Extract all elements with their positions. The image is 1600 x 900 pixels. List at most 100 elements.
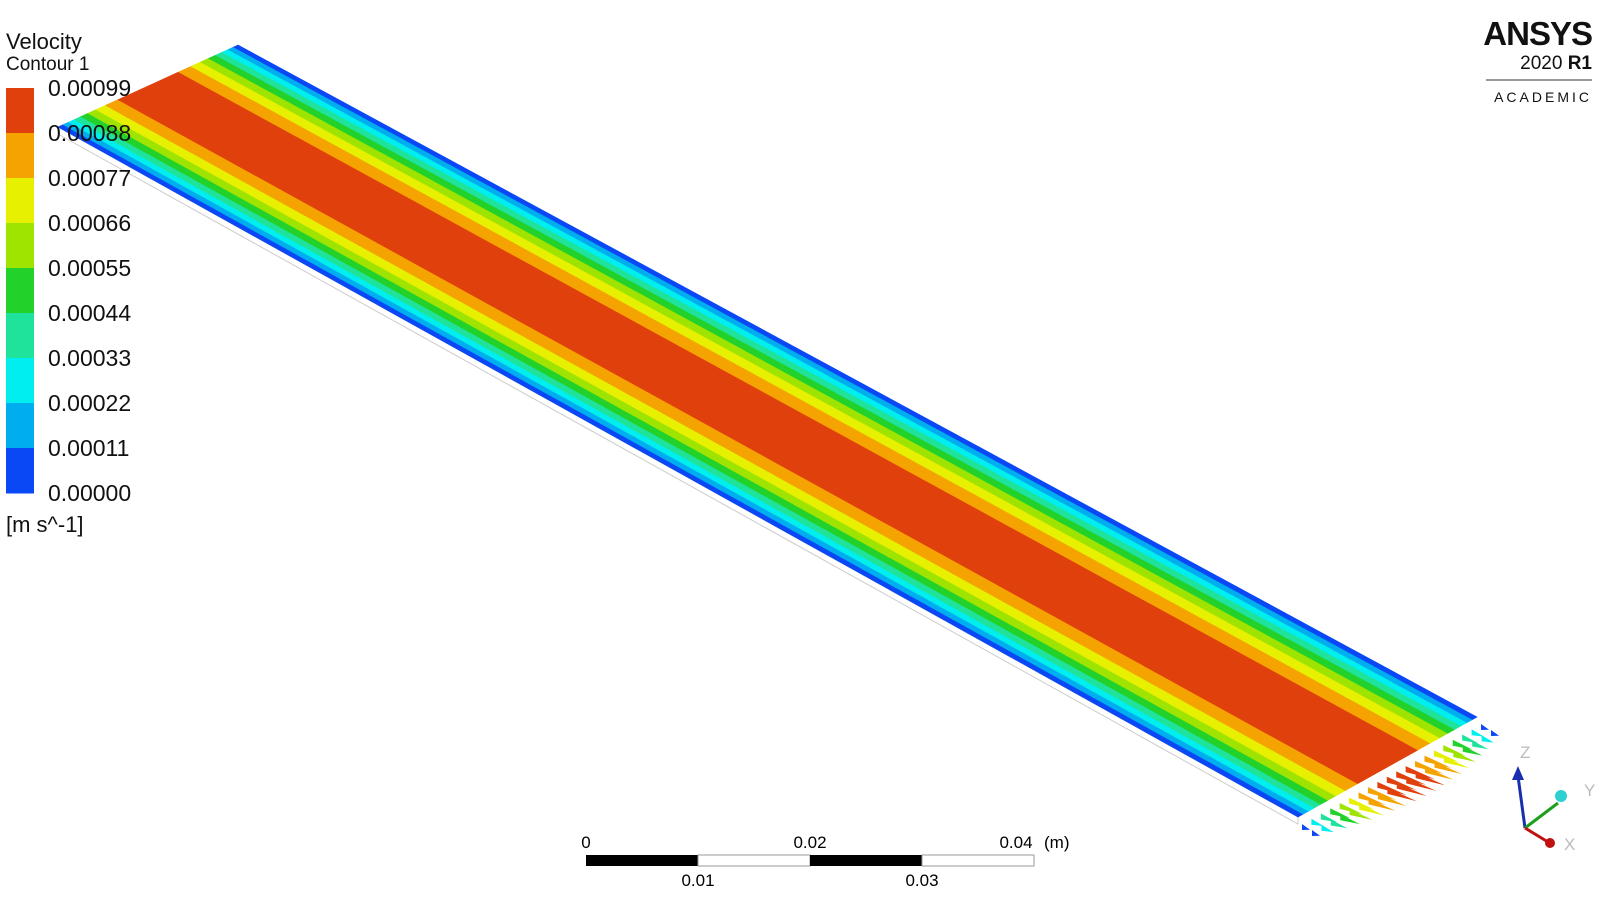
logo-edition: ACADEMIC: [1494, 89, 1592, 105]
legend-swatch: [6, 223, 34, 269]
velocity-arrow: [1386, 776, 1417, 791]
logo-year: 2020: [1520, 53, 1562, 74]
velocity-arrow: [1471, 729, 1484, 737]
velocity-arrow: [1368, 798, 1396, 811]
y-marker: [1555, 790, 1567, 802]
velocity-arrow: [1434, 761, 1462, 775]
contour-band: [73, 116, 1322, 809]
contour-band: [207, 55, 1455, 735]
axis-triad: Z Y X: [1512, 743, 1595, 854]
velocity-arrow: [1425, 766, 1454, 780]
velocity-arrow: [1406, 777, 1437, 791]
velocity-arrow: [1377, 781, 1407, 796]
velocity-arrow: [1349, 808, 1373, 820]
contour-band: [189, 61, 1440, 744]
scale-segment: [921, 854, 1035, 867]
legend-label: 0.00011: [48, 435, 129, 461]
velocity-arrow: [1472, 740, 1489, 750]
x-marker: [1545, 838, 1555, 848]
velocity-arrow: [1424, 755, 1452, 769]
contour-band: [80, 112, 1329, 805]
contour-band: [199, 58, 1448, 739]
velocity-arrow: [1349, 797, 1375, 810]
velocity-arrow: [1330, 808, 1350, 819]
y-axis: [1524, 801, 1559, 830]
legend-swatch: [6, 133, 34, 179]
contour-band: [104, 99, 1359, 791]
velocity-arrow: [1415, 760, 1444, 774]
contour-band: [232, 44, 1478, 721]
legend-label: 0.00066: [48, 210, 131, 236]
velocity-arrow: [1330, 819, 1348, 829]
contour-band: [67, 119, 1316, 812]
legend-title: Velocity: [6, 29, 82, 54]
contour-strip: [57, 44, 1499, 836]
legend-label: 0.00022: [48, 390, 131, 416]
velocity-arrow: [1415, 772, 1446, 786]
contour-band: [87, 109, 1337, 801]
velocity-arrow: [1452, 739, 1473, 750]
legend-subtitle: Contour 1: [6, 54, 89, 75]
velocity-arrow: [1462, 745, 1483, 756]
legend-swatch: [6, 358, 34, 404]
velocity-arrow: [1377, 793, 1407, 807]
legend-label: 0.00033: [48, 345, 131, 371]
legend-swatch: [6, 178, 34, 224]
scale-segment: [697, 854, 811, 867]
scale-segment: [810, 855, 922, 866]
logo-version: 2020 R1: [1520, 53, 1592, 74]
z-axis: [1516, 775, 1527, 829]
x-axis: [1524, 826, 1549, 844]
velocity-arrow: [1405, 766, 1436, 780]
legend-swatch: [6, 313, 34, 359]
velocity-arrow: [1491, 730, 1499, 736]
legend-swatch: [6, 448, 34, 494]
z-arrow: [1512, 766, 1524, 780]
legend-label: 0.00055: [48, 255, 131, 281]
scale-unit: (m): [1044, 833, 1069, 852]
velocity-arrow: [1462, 734, 1479, 744]
legend-label: 0.00000: [48, 480, 131, 506]
scale-label: 0.03: [905, 871, 938, 890]
y-label: Y: [1584, 781, 1595, 800]
velocity-arrow: [1359, 803, 1385, 816]
legend-swatch: [6, 268, 34, 314]
velocity-arrow: [1320, 813, 1338, 823]
legend: 0.00099 0.00088 0.00077 0.00066 0.00055 0.000…: [6, 75, 131, 506]
velocity-arrow: [1312, 830, 1320, 836]
velocity-arrow: [1481, 735, 1494, 743]
velocity-arrow: [1443, 745, 1466, 756]
legend-label: 0.00099: [48, 75, 131, 101]
x-label: X: [1564, 835, 1575, 854]
scale-label: 0.02: [793, 833, 826, 852]
velocity-arrow: [1358, 792, 1386, 805]
z-label: Z: [1520, 743, 1530, 762]
contour-band: [117, 85, 1389, 785]
legend-label: 0.00088: [48, 120, 131, 146]
contour-band: [177, 66, 1431, 751]
legend-swatch: [6, 403, 34, 449]
scale-label: 0: [581, 833, 590, 852]
contour-band: [62, 121, 1310, 815]
logo-brand: ANSYS: [1483, 15, 1592, 52]
velocity-arrow: [1396, 782, 1427, 797]
logo: ANSYS 2020 R1 ACADEMIC: [1483, 15, 1593, 105]
velocity-arrow: [1321, 824, 1334, 833]
contour-band: [57, 124, 1304, 818]
velocity-arrow: [1387, 787, 1417, 802]
velocity-arrow: [1433, 750, 1459, 763]
contour-band: [147, 71, 1418, 768]
velocity-arrow: [1396, 771, 1427, 785]
legend-unit: [m s^-1]: [6, 512, 84, 537]
legend-swatch: [6, 88, 34, 134]
scale-label: 0.04: [999, 833, 1032, 852]
contour-band: [226, 47, 1473, 724]
scale-label: 0.01: [681, 871, 714, 890]
velocity-arrow: [1453, 751, 1476, 762]
legend-label: 0.00077: [48, 165, 131, 191]
contour-band: [214, 52, 1462, 731]
velocity-arrow: [1339, 802, 1363, 814]
velocity-arrow: [1367, 787, 1397, 801]
